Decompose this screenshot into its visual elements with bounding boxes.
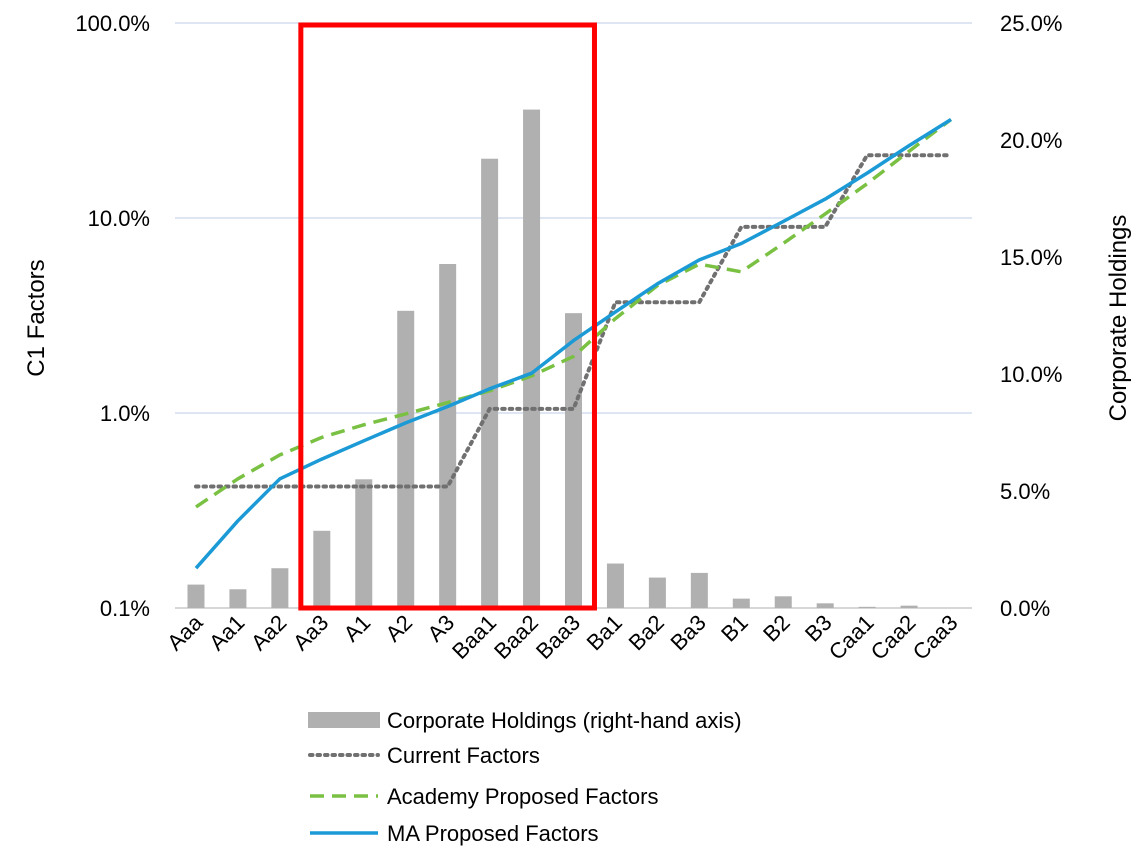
left-axis: 0.1% 1.0% 10.0% 100.0% [75,11,150,621]
bar [355,479,373,608]
right-tick-label: 15.0% [1000,245,1062,270]
bar [858,606,876,608]
x-tick-label: Baa3 [531,610,585,664]
highlight-box-group [298,22,597,611]
legend-item-current: Current Factors [308,743,540,768]
legend-label-academy: Academy Proposed Factors [387,784,658,809]
legend-label-current: Current Factors [387,743,540,768]
legend-item-ma: MA Proposed Factors [310,821,599,846]
bar [648,577,666,608]
left-tick-label: 0.1% [100,596,150,621]
x-tick-label: Caa1 [824,610,879,665]
x-tick-label: Ba3 [666,610,711,655]
x-tick-label: Baa2 [489,610,543,664]
highlight-box [298,22,597,611]
legend-swatch-holdings [308,712,380,728]
right-tick-label: 10.0% [1000,362,1062,387]
right-axis: 0.0% 5.0% 10.0% 15.0% 20.0% 25.0% [1000,11,1062,621]
legend: Corporate Holdings (right-hand axis) Cur… [308,708,742,846]
bar [271,568,289,608]
bar [523,109,541,608]
bar [732,598,750,608]
x-tick-label: Baa1 [447,610,501,664]
bar [816,603,834,608]
x-tick-label: Caa2 [866,610,921,665]
x-tick-label: Ba2 [624,610,669,655]
bar [313,530,331,608]
x-tick-label: Aaa [162,609,208,655]
bar [229,589,247,608]
left-tick-label: 100.0% [75,11,150,36]
right-tick-label: 25.0% [1000,11,1062,36]
legend-label-ma: MA Proposed Factors [387,821,599,846]
series-line-dashed [195,118,953,509]
x-tick-label: Aa2 [246,610,291,655]
factor-lines [194,118,953,570]
bar [439,264,457,608]
holdings-bars [187,109,918,608]
x-tick-label: Caa3 [908,610,963,665]
x-tick-label: B1 [716,610,753,647]
legend-label-holdings: Corporate Holdings (right-hand axis) [387,708,742,733]
x-tick-label: Aa1 [204,610,249,655]
x-tick-label: A2 [381,610,418,647]
x-tick-label: Aa3 [288,610,333,655]
bar [397,310,415,608]
x-tick-label: Ba1 [582,610,627,655]
right-tick-label: 0.0% [1000,596,1050,621]
bar [774,596,792,608]
bar [606,563,624,608]
bar [690,572,708,608]
bar [565,313,582,608]
series-line-dotted [194,153,953,489]
left-axis-title: C1 Factors [23,259,50,376]
bar [481,158,499,608]
legend-item-holdings: Corporate Holdings (right-hand axis) [308,708,742,733]
right-tick-label: 20.0% [1000,128,1062,153]
bar [900,605,918,608]
left-tick-label: 10.0% [88,206,150,231]
legend-item-academy: Academy Proposed Factors [310,784,658,809]
series-line-solid [194,118,952,570]
right-axis-title: Corporate Holdings [1105,215,1132,422]
bar [187,584,205,608]
left-tick-label: 1.0% [100,401,150,426]
right-tick-label: 5.0% [1000,479,1050,504]
x-tick-label: A1 [339,610,376,647]
x-tick-label: B2 [758,610,795,647]
